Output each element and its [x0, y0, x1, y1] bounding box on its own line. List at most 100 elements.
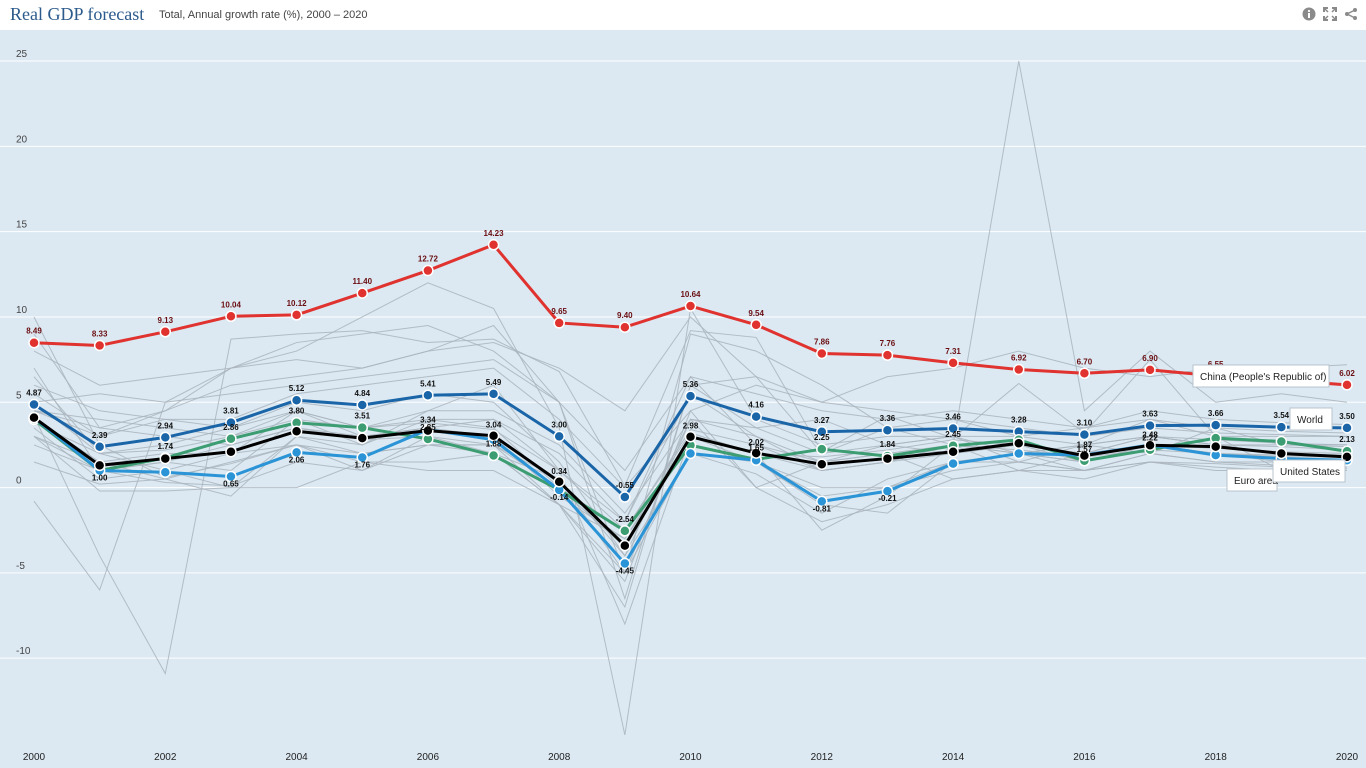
- info-icon[interactable]: [1301, 6, 1316, 21]
- y-tick-label: 0: [16, 476, 22, 487]
- data-point: [553, 476, 565, 488]
- data-point: [750, 447, 762, 459]
- y-tick-label: 15: [16, 220, 28, 231]
- data-label: 3.00: [551, 420, 567, 429]
- data-label: 2.48: [1142, 430, 1158, 439]
- data-point: [881, 424, 894, 436]
- x-tick-label: 2010: [679, 752, 702, 763]
- callout-label: World: [1297, 415, 1323, 426]
- data-label: 4.16: [748, 401, 764, 410]
- data-point: [1275, 447, 1288, 460]
- share-icon[interactable]: [1343, 6, 1358, 21]
- toolbar: [1301, 6, 1358, 21]
- data-label: 3.04: [486, 421, 502, 430]
- data-label: -0.14: [550, 493, 569, 502]
- data-label: 7.31: [945, 347, 961, 356]
- data-label: 3.54: [1274, 411, 1290, 420]
- data-point: [816, 495, 828, 508]
- data-label: 2.86: [223, 423, 239, 432]
- data-point: [881, 452, 894, 465]
- data-point: [619, 557, 631, 570]
- data-label: 5.49: [486, 378, 502, 387]
- data-label: 6.55: [1208, 360, 1224, 369]
- data-point: [28, 398, 40, 411]
- data-label: 6.70: [1077, 357, 1093, 366]
- data-label: 3.63: [1142, 410, 1158, 419]
- data-point: [684, 300, 697, 312]
- data-point: [1275, 435, 1288, 448]
- x-tick-label: 2000: [23, 752, 46, 763]
- data-point: [159, 431, 172, 444]
- data-point: [684, 390, 697, 402]
- data-point: [1013, 437, 1025, 449]
- data-point: [881, 485, 894, 497]
- callout-euro_area: Euro area: [1226, 468, 1278, 492]
- y-tick-label: -10: [16, 646, 31, 657]
- callout-box: [1192, 364, 1330, 388]
- data-label: 9.54: [748, 309, 764, 318]
- data-label: 5.41: [420, 379, 436, 388]
- data-point: [487, 239, 500, 251]
- highlighted-series: [28, 239, 1353, 570]
- data-point: [290, 394, 303, 406]
- data-point: [1078, 449, 1091, 462]
- data-label: 9.65: [551, 307, 567, 316]
- data-point: [356, 287, 368, 299]
- data-point: [225, 310, 237, 323]
- data-label: 1.65: [748, 443, 764, 452]
- fullscreen-icon[interactable]: [1322, 6, 1337, 21]
- data-point: [487, 449, 500, 462]
- data-point: [750, 410, 762, 423]
- data-point: [28, 411, 40, 424]
- x-tick-label: 2014: [942, 752, 965, 763]
- data-point: [1078, 428, 1091, 441]
- x-tick-label: 2020: [1336, 752, 1359, 763]
- x-tick-label: 2016: [1073, 752, 1096, 763]
- data-label: -0.55: [616, 481, 635, 490]
- data-label: 10.04: [221, 300, 242, 309]
- data-label: 7.86: [814, 337, 830, 346]
- data-point: [1144, 419, 1156, 432]
- chart-subtitle: Total, Annual growth rate (%), 2000 – 20…: [159, 9, 368, 21]
- data-label: 8.49: [26, 327, 42, 336]
- data-label: 3.66: [1208, 409, 1224, 418]
- data-label: 4.87: [26, 388, 42, 397]
- data-label: 1.87: [1077, 441, 1093, 450]
- data-point: [684, 430, 697, 443]
- data-point: [1275, 421, 1288, 433]
- data-point: [619, 539, 631, 552]
- data-point: [487, 429, 500, 442]
- data-point: [1144, 364, 1156, 376]
- callout-label: Euro area: [1234, 476, 1278, 487]
- data-point: [1341, 451, 1353, 463]
- data-label: 14.23: [484, 229, 505, 238]
- data-label: 5.12: [289, 384, 305, 393]
- data-labels: 4.87 2.39 2.94 3.81 5.12 4.84 5.41 5.49 3.00 -0.5…: [26, 229, 1355, 576]
- callout-box: [1289, 407, 1333, 431]
- data-label: 0.65: [223, 479, 239, 488]
- data-point: [422, 389, 434, 402]
- data-label: -2.54: [616, 515, 635, 524]
- data-label: 1.84: [880, 440, 896, 449]
- data-label: 2.39: [92, 431, 108, 440]
- data-point: [422, 424, 434, 437]
- data-label: 3.34: [420, 416, 436, 425]
- data-point: [225, 433, 237, 445]
- data-point: [356, 421, 368, 434]
- data-label: 1.74: [158, 442, 174, 451]
- data-point: [1341, 379, 1353, 391]
- data-point: [816, 426, 828, 438]
- data-point: [290, 425, 303, 438]
- data-point: [356, 451, 368, 464]
- data-label: 5.36: [683, 380, 699, 389]
- chart-header: Real GDP forecast Total, Annual growth r…: [0, 0, 1366, 30]
- data-label: 2.22: [1142, 434, 1158, 443]
- x-tick-label: 2006: [417, 752, 440, 763]
- data-point: [1209, 419, 1222, 431]
- country-line: [33, 330, 1348, 675]
- data-label: 2.94: [158, 421, 174, 430]
- callout-box: [1272, 459, 1346, 483]
- data-label: 2.85: [420, 423, 436, 432]
- data-label: 2.25: [814, 433, 830, 442]
- country-line: [33, 324, 1347, 591]
